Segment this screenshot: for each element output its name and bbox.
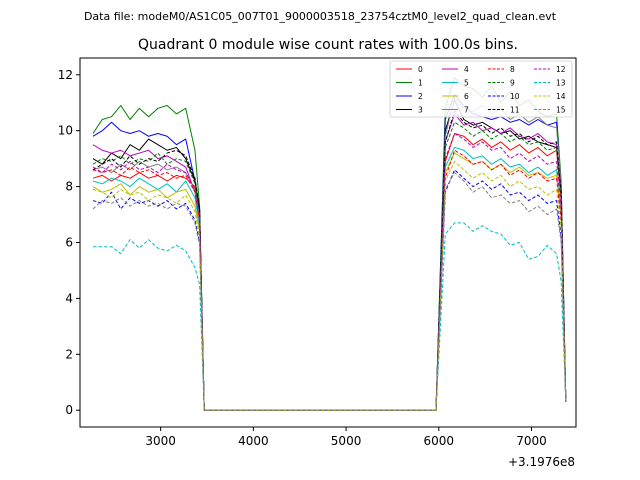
- x-tick-label: 3000: [145, 434, 176, 448]
- legend-label-0: 0: [418, 65, 423, 74]
- series-line-14: [92, 160, 567, 411]
- legend-label-7: 7: [464, 106, 469, 115]
- legend-label-13: 13: [556, 79, 566, 88]
- legend-label-2: 2: [418, 92, 423, 101]
- x-offset-label: +3.1976e8: [508, 455, 575, 469]
- y-tick-label: 12: [58, 68, 73, 82]
- y-tick-label: 8: [65, 180, 73, 194]
- x-tick-label: 4000: [238, 434, 269, 448]
- series-line-15: [92, 172, 567, 411]
- chart-title: Quadrant 0 module wise count rates with …: [138, 37, 518, 53]
- legend-label-3: 3: [418, 106, 423, 115]
- y-tick-label: 2: [65, 347, 73, 361]
- series-line-12: [92, 132, 567, 411]
- legend-label-12: 12: [556, 65, 566, 74]
- legend-label-6: 6: [464, 92, 469, 101]
- x-tick-label: 6000: [424, 434, 455, 448]
- legend-label-14: 14: [556, 92, 566, 101]
- y-tick-label: 10: [58, 124, 73, 138]
- y-axis-ticks: 0 2 4 6 8 10 12: [58, 68, 80, 417]
- legend-label-4: 4: [464, 65, 469, 74]
- y-tick-label: 4: [65, 291, 73, 305]
- figure-suptitle: Data file: modeM0/AS1C05_007T01_90000035…: [84, 10, 557, 23]
- y-tick-label: 0: [65, 403, 73, 417]
- legend-box: [389, 60, 573, 118]
- x-axis-ticks: 3000 4000 5000 6000 7000: [145, 427, 547, 448]
- y-tick-label: 6: [65, 236, 73, 250]
- legend-label-9: 9: [510, 79, 515, 88]
- legend-label-10: 10: [510, 92, 520, 101]
- axes-frame: [79, 57, 577, 428]
- x-tick-label: 5000: [331, 434, 362, 448]
- x-tick-label: 7000: [516, 434, 547, 448]
- legend-label-8: 8: [510, 65, 515, 74]
- legend-label-5: 5: [464, 79, 469, 88]
- legend-label-11: 11: [510, 106, 520, 115]
- legend-label-1: 1: [418, 79, 423, 88]
- legend-label-15: 15: [556, 106, 566, 115]
- series-line-8: [92, 149, 567, 411]
- series-layer: [92, 77, 567, 411]
